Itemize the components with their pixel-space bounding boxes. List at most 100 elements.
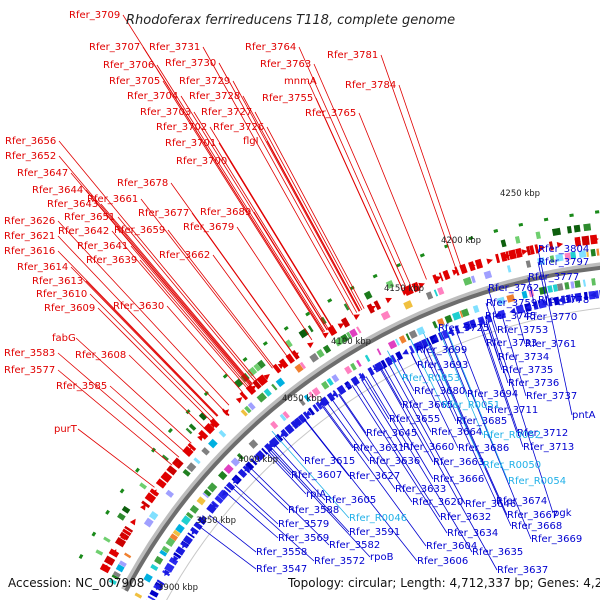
gene-block: [363, 290, 373, 300]
gene-block: [500, 239, 507, 248]
plus-arrow: [353, 314, 360, 320]
minus-arrow: [305, 410, 312, 417]
minus-gene-label: Rfer_3761: [525, 339, 576, 350]
leader-line: [180, 95, 328, 331]
gene-block: [547, 298, 553, 307]
gene-block: [173, 552, 182, 559]
gene-block: [236, 453, 245, 461]
gene-block: [230, 457, 241, 467]
leader-line: [85, 280, 218, 417]
leader-line: [269, 448, 371, 558]
leader-line: [57, 352, 180, 458]
gene-block: [564, 282, 570, 290]
gene-block: [578, 250, 587, 259]
leader-line: [58, 155, 253, 386]
leader-line: [423, 332, 484, 466]
plus-arrow: [556, 241, 564, 248]
gene-block: [311, 387, 321, 397]
gene-block: [425, 291, 434, 300]
map-title: Rhodoferax ferrireducens T118, complete …: [126, 13, 455, 28]
plus-gene-label: Rfer_3784: [345, 80, 396, 91]
plus-gene-label: Rfer_3630: [113, 301, 164, 312]
leader-line: [226, 493, 279, 539]
gene-block: [364, 354, 371, 362]
leader-line: [331, 398, 396, 490]
plus-arrow: [538, 245, 546, 252]
plus-arrow: [503, 253, 511, 260]
gene-block: [474, 258, 484, 270]
leader-line: [57, 369, 173, 466]
plus-arrow: [120, 533, 126, 541]
leader-line: [274, 444, 326, 501]
plus-arrow: [140, 503, 146, 511]
leader-line: [338, 394, 413, 503]
leader-line: [537, 299, 540, 307]
gene-block: [387, 339, 398, 350]
gene-block: [350, 376, 360, 386]
rna-gene-label: Rfer_R0053: [402, 373, 460, 384]
gene-block: [483, 270, 493, 280]
gene-block: [395, 351, 404, 361]
gene-block: [240, 372, 250, 383]
gene-block: [202, 492, 209, 499]
gene-block: [124, 525, 134, 533]
gene-block: [591, 278, 596, 286]
minus-arrow: [164, 569, 170, 577]
plus-gene-label: Rfer_3729: [179, 76, 230, 87]
leader-line: [75, 337, 192, 444]
gene-block: [405, 333, 411, 341]
gene-block: [529, 245, 535, 255]
gene-block: [143, 573, 153, 583]
plus-gene-label: Rfer_3701: [165, 138, 216, 149]
leader-line: [250, 467, 330, 546]
gene-block: [320, 396, 330, 407]
gene-block: [380, 310, 391, 321]
plus-gene-label: Rfer_3647: [17, 168, 68, 179]
plus-gene-label: Rfer_3656: [5, 136, 56, 147]
leader-line: [85, 189, 252, 386]
kbp-scale: 3900 kbp 3950 kbp 4000 kbp 4050 kbp 4100 kbp…: [158, 189, 540, 593]
gene-block: [547, 285, 553, 293]
leader-line: [128, 354, 206, 429]
gene-block: [244, 405, 252, 414]
plus-arrow: [161, 475, 168, 482]
gene-block: [521, 290, 528, 299]
gene-block: [432, 320, 438, 329]
leader-line: [208, 514, 257, 553]
gene-block: [307, 325, 314, 333]
marker-dash: [518, 222, 524, 227]
leader-line: [247, 470, 289, 511]
gene-block: [373, 300, 382, 311]
gene-block: [327, 325, 338, 337]
plus-gene-label: Rfer_3610: [36, 289, 87, 300]
leader-line: [111, 230, 248, 389]
minus-gene-label: rpoB: [370, 552, 394, 563]
plus-arrow: [292, 352, 299, 359]
gene-block: [112, 570, 121, 578]
topology-text: Topology: circular; Length: 4,712,337 bp…: [287, 576, 600, 590]
minus-gene-label: Rfer_3680: [414, 386, 465, 397]
minus-gene-label: Rfer_3605: [325, 495, 376, 506]
gene-block: [454, 325, 461, 334]
gene-block: [124, 552, 132, 559]
minus-gene-label: Rfer_3606: [417, 556, 468, 567]
gene-block: [188, 423, 197, 431]
gene-block: [148, 510, 159, 521]
gene-block: [284, 423, 295, 435]
leader-line: [354, 383, 441, 518]
minus-gene-label: Rfer_3655: [389, 414, 440, 425]
gene-block: [186, 462, 197, 473]
leader-line: [456, 331, 488, 411]
gene-block: [164, 562, 175, 573]
marker-dash: [419, 253, 425, 258]
gene-block: [115, 564, 125, 573]
gene-block: [555, 253, 564, 262]
gene-block: [367, 366, 375, 376]
gene-block: [459, 310, 464, 318]
label-leader-lines: [57, 14, 573, 571]
gene-block: [263, 388, 272, 397]
gene-block: [308, 391, 315, 399]
leader-line: [130, 245, 251, 387]
gene-block: [376, 348, 382, 356]
leader-line: [313, 63, 412, 287]
